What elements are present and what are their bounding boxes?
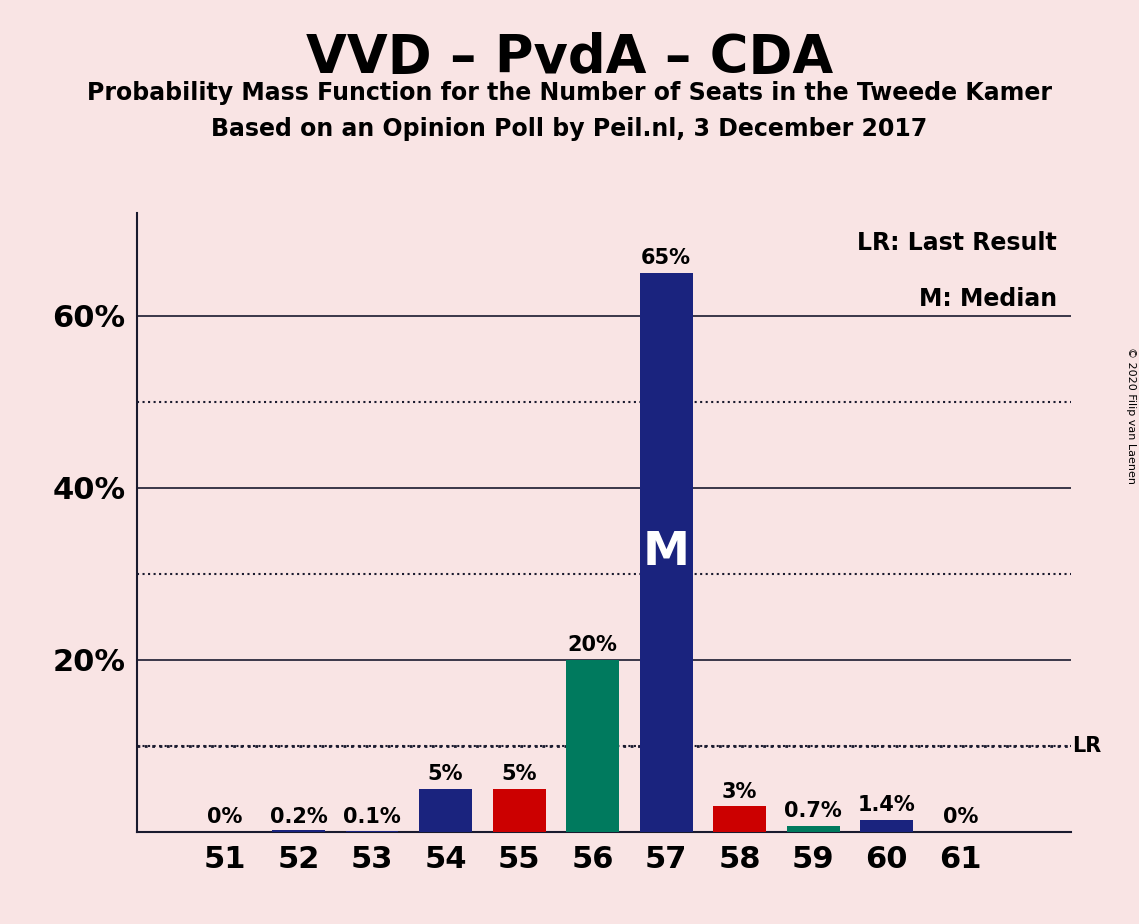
Text: Probability Mass Function for the Number of Seats in the Tweede Kamer: Probability Mass Function for the Number… [87,81,1052,105]
Text: M: M [642,529,690,575]
Text: 5%: 5% [501,764,536,784]
Bar [640,273,693,832]
Bar [493,788,546,832]
Bar [787,825,839,832]
Text: 0%: 0% [207,808,243,827]
Text: 3%: 3% [722,782,757,801]
Text: 1.4%: 1.4% [858,796,916,815]
Bar [419,788,472,832]
Text: 5%: 5% [428,764,464,784]
Bar [713,806,767,832]
Bar [272,830,325,832]
Text: 0%: 0% [943,808,978,827]
Text: 0.2%: 0.2% [270,808,327,827]
Text: VVD – PvdA – CDA: VVD – PvdA – CDA [306,32,833,84]
Text: 65%: 65% [641,249,691,268]
Bar [860,820,913,832]
Text: 0.1%: 0.1% [343,808,401,827]
Text: Based on an Opinion Poll by Peil.nl, 3 December 2017: Based on an Opinion Poll by Peil.nl, 3 D… [212,117,927,141]
Text: LR: LR [1073,736,1101,756]
Text: LR: Last Result: LR: Last Result [857,231,1057,255]
Text: 20%: 20% [567,636,617,655]
Bar [566,660,620,832]
Text: M: Median: M: Median [918,286,1057,310]
Text: © 2020 Filip van Laenen: © 2020 Filip van Laenen [1125,347,1136,484]
Text: 0.7%: 0.7% [785,801,842,821]
